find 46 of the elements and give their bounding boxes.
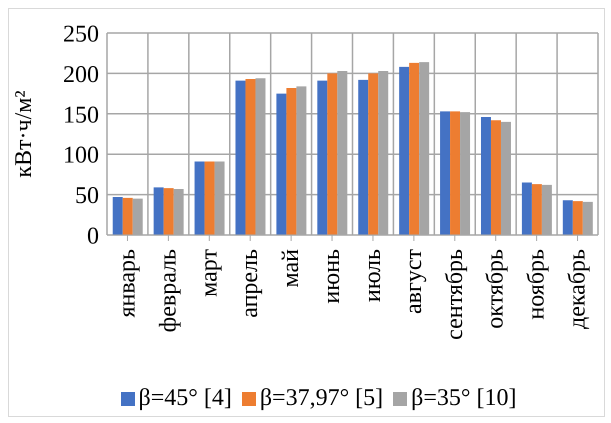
bar <box>450 111 460 235</box>
bar <box>204 161 215 235</box>
bar <box>358 80 368 235</box>
bar <box>245 79 256 235</box>
bar <box>562 200 573 235</box>
x-tick-label: ноябрь <box>524 248 550 320</box>
x-tick-label: февраль <box>155 248 182 332</box>
y-tick-label: 50 <box>75 183 99 210</box>
bar <box>276 94 286 235</box>
bar <box>317 80 328 235</box>
y-tick-label: 200 <box>63 62 99 88</box>
x-tick-label: октябрь <box>482 248 509 329</box>
x-tick-label: сентябрь <box>442 248 468 340</box>
bar <box>480 117 491 235</box>
bar <box>327 73 338 235</box>
legend-label: β=45° [4] <box>138 385 232 411</box>
bar <box>409 62 420 235</box>
y-tick-label: 100 <box>63 142 99 169</box>
y-tick-label: 150 <box>63 102 99 128</box>
x-tick-label: август <box>400 248 427 314</box>
x-tick-label: декабрь <box>564 248 591 329</box>
x-tick-label: июнь <box>319 248 346 304</box>
bar <box>235 80 246 235</box>
x-tick-label: апрель <box>237 248 264 318</box>
bar <box>532 184 542 235</box>
bar <box>572 201 583 235</box>
legend-label: β=35° [10] <box>411 385 516 411</box>
bar <box>368 73 378 235</box>
y-tick-label: 0 <box>87 224 99 250</box>
bar <box>440 111 450 235</box>
x-tick-label: январь <box>114 248 140 318</box>
bar <box>164 188 174 235</box>
y-tick-label: 250 <box>63 22 99 48</box>
bar <box>522 182 532 235</box>
y-axis-title: кВт·ч/м² <box>11 90 37 178</box>
x-tick-label: июль <box>360 248 386 302</box>
bar <box>112 197 123 235</box>
bar <box>490 120 501 235</box>
x-tick-label: март <box>196 248 222 297</box>
bar <box>286 88 296 235</box>
legend-label: β=37,97° [5] <box>260 385 384 411</box>
bar <box>194 161 205 235</box>
bar <box>399 66 410 235</box>
bar <box>122 198 133 235</box>
bar <box>154 187 164 235</box>
x-tick-label: май <box>278 248 304 288</box>
